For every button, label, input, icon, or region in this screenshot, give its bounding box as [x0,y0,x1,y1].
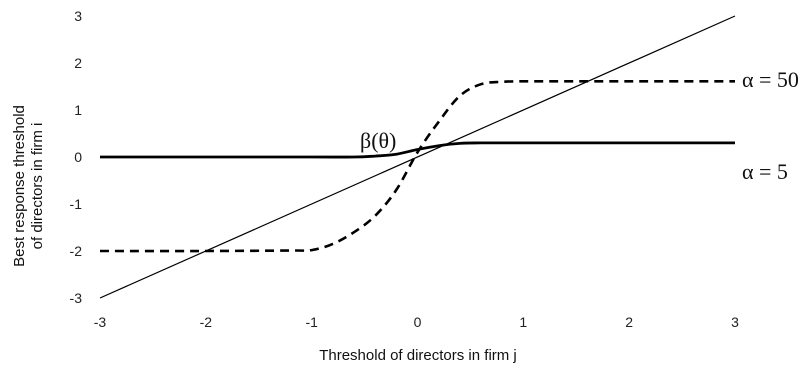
x-tick-label: 0 [414,314,422,330]
x-tick-label: 3 [731,314,739,330]
x-tick-label: -1 [305,314,318,330]
x-axis-title: Threshold of directors in firm j [319,347,517,364]
legend-alpha-5: α = 5 [742,159,788,184]
x-tick-label: -2 [200,314,213,330]
y-axis-title-line2: of directors in firm i [29,123,46,250]
y-tick-label: -2 [70,243,83,259]
y-tick-labels: -3 -2 -1 0 1 2 3 [70,8,83,306]
y-tick-label: 0 [74,149,82,165]
series-alpha-50-line [99,79,735,253]
x-tick-label: 2 [625,314,633,330]
y-tick-label: 1 [74,102,82,118]
x-tick-labels: -3 -2 -1 0 1 2 3 [94,314,739,330]
diagonal-45-line [99,15,736,299]
y-tick-label: 2 [74,55,82,71]
x-tick-label: -3 [94,314,107,330]
beta-theta-annotation: β(θ) [360,128,396,153]
y-axis-title-line1: Best response threshold [11,105,28,267]
y-tick-label: -1 [70,196,83,212]
legend-alpha-50: α = 50 [742,67,799,92]
series-alpha-5-line [100,141,735,159]
chart-lines [99,15,736,299]
y-tick-label: 3 [74,8,82,24]
x-tick-label: 1 [519,314,527,330]
y-tick-label: -3 [70,290,83,306]
